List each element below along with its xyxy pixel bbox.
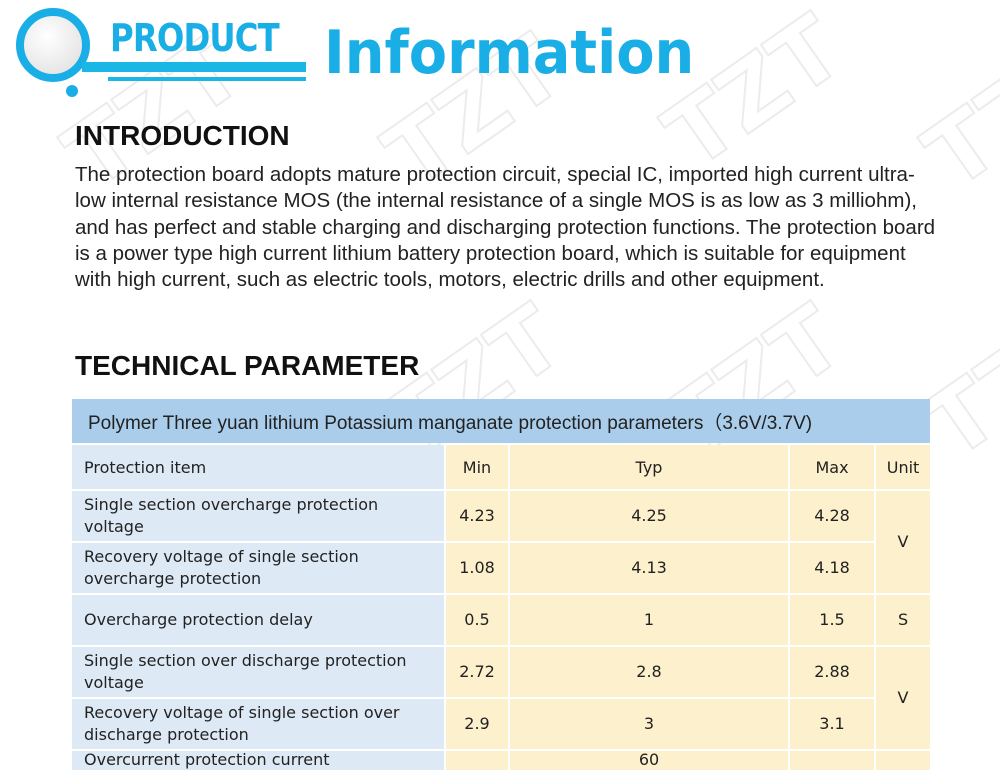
introduction-heading: INTRODUCTION: [75, 120, 290, 151]
introduction-text: The protection board adopts mature prote…: [75, 163, 936, 292]
product-label: PRODUCT: [110, 16, 280, 60]
cell-max: 4.28: [790, 491, 874, 541]
cell-typ: 2.8: [510, 647, 788, 697]
cell-typ: 60: [510, 751, 788, 770]
cell-typ: 4.13: [510, 543, 788, 593]
column-header: Min: [446, 445, 508, 489]
divider: [82, 62, 306, 72]
logo-ring-icon: [16, 8, 90, 82]
cell-min: 4.23: [446, 491, 508, 541]
cell-max: 4.18: [790, 543, 874, 593]
information-title: Information: [324, 18, 695, 88]
cell-unit: S: [876, 595, 931, 645]
cell-min: 2.72: [446, 647, 508, 697]
cell-typ: 4.25: [510, 491, 788, 541]
cell-item: Overcurrent protection current: [72, 751, 444, 770]
table-row: Recovery voltage of single section overc…: [72, 543, 930, 593]
table-row: Overcurrent protection current 60: [72, 751, 931, 770]
cell-unit: [876, 751, 931, 770]
column-header: Typ: [510, 445, 788, 489]
cell-max: [790, 751, 874, 770]
table-row: Single section overcharge protection vol…: [72, 491, 931, 593]
technical-heading: TECHNICAL PARAMETER: [75, 350, 420, 381]
cell-min: 1.08: [446, 543, 508, 593]
logo-dot-icon: [66, 85, 78, 97]
cell-max: 1.5: [790, 595, 874, 645]
divider: [108, 77, 306, 81]
column-header: Unit: [876, 445, 931, 489]
column-header: Max: [790, 445, 874, 489]
cell-max: 3.1: [790, 699, 874, 749]
cell-min: 2.9: [446, 699, 508, 749]
cell-item: Single section overcharge protection vol…: [72, 491, 444, 541]
parameter-table: Polymer Three yuan lithium Potassium man…: [70, 397, 932, 770]
cell-max: 2.88: [790, 647, 874, 697]
table-row: Recovery voltage of single section over …: [72, 699, 930, 749]
cell-min: [446, 751, 508, 770]
cell-typ: 3: [510, 699, 788, 749]
cell-typ: 1: [510, 595, 788, 645]
cell-unit: V: [876, 647, 931, 749]
cell-item: Overcharge protection delay: [72, 595, 444, 645]
cell-item: Recovery voltage of single section overc…: [72, 543, 444, 593]
table-row: Overcharge protection delay 0.5 1 1.5 S: [72, 595, 931, 645]
table-row: Single section over discharge protection…: [72, 647, 931, 749]
cell-unit: V: [876, 491, 931, 593]
cell-item: Recovery voltage of single section over …: [72, 699, 444, 749]
table-title: Polymer Three yuan lithium Potassium man…: [72, 399, 931, 443]
cell-item: Single section over discharge protection…: [72, 647, 444, 697]
column-header: Protection item: [72, 445, 444, 489]
cell-min: 0.5: [446, 595, 508, 645]
